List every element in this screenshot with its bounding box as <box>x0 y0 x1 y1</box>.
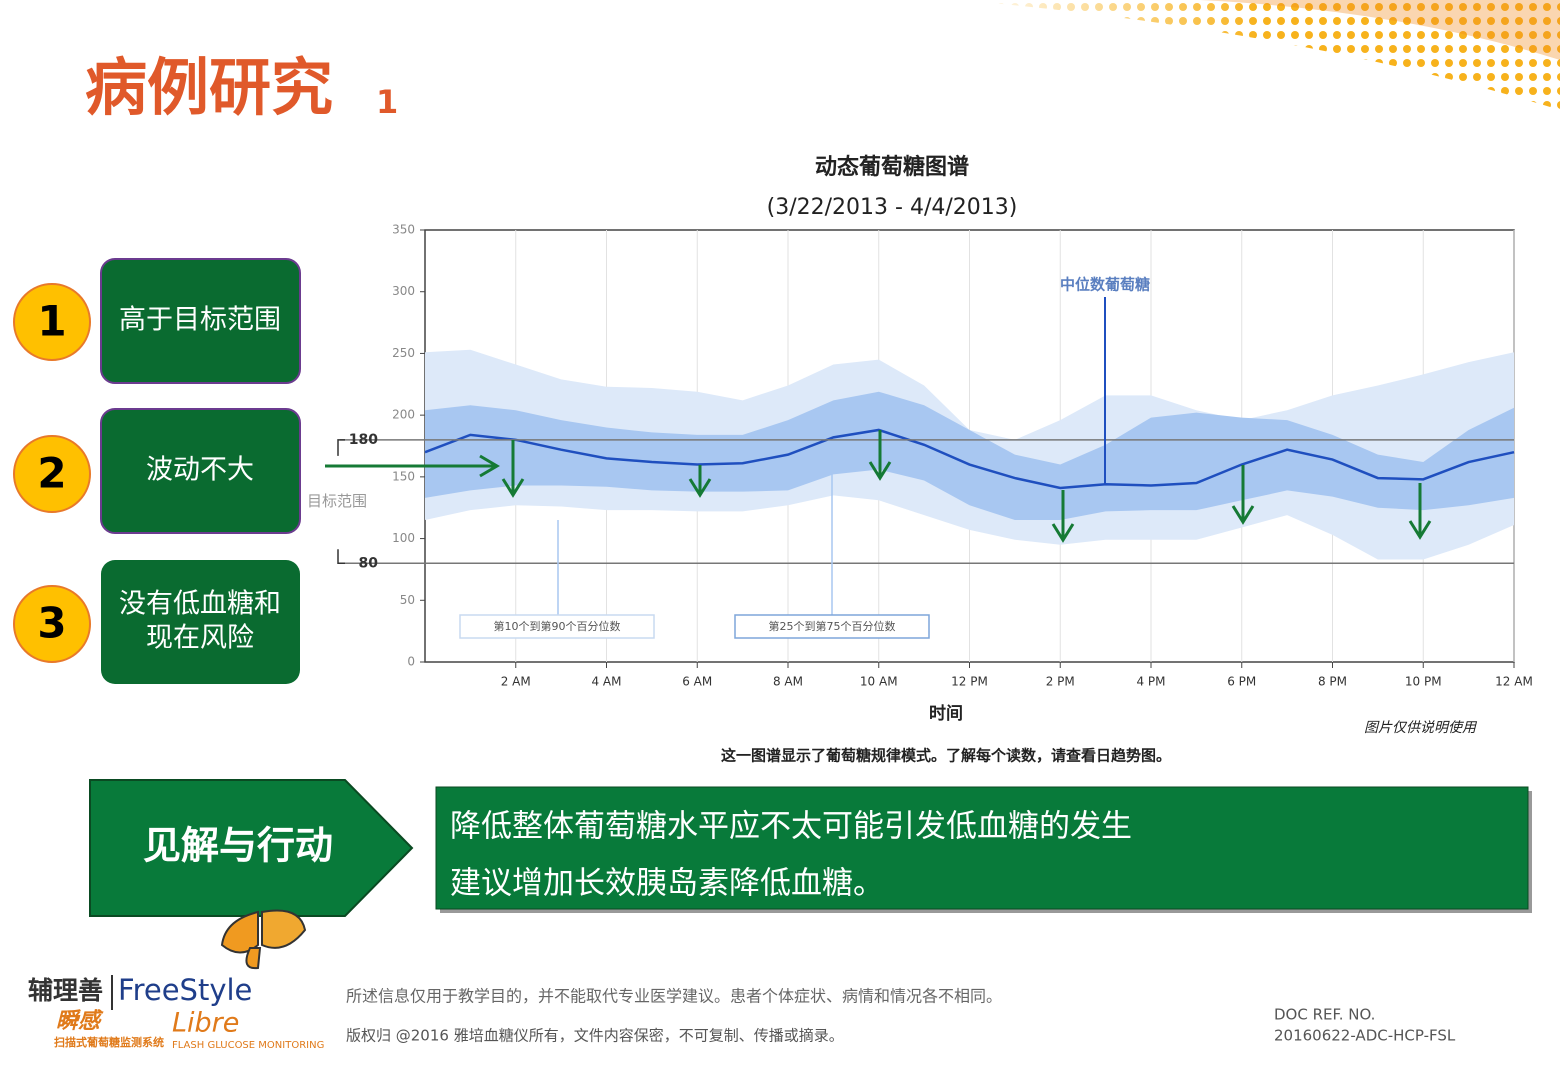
item-badge <box>13 283 91 361</box>
annotation-arrow <box>1231 465 1255 525</box>
x-tick-label: 4 PM <box>1136 675 1165 689</box>
annotation-arrow <box>868 430 892 481</box>
target-low-label: 80 <box>359 555 379 571</box>
x-tick-label: 10 PM <box>1405 675 1442 689</box>
logo-product-cn: 瞬感 <box>56 1009 104 1034</box>
chart: 动态葡萄糖图谱 (3/22/2013 - 4/4/2013) 时间 这一图谱显示… <box>307 154 1533 765</box>
target-label: 目标范围 <box>307 492 367 510</box>
item-box <box>100 408 301 534</box>
annotation-arrow <box>1051 490 1075 543</box>
y-tick-label: 0 <box>407 655 415 669</box>
legend-label: 第25个到第75个百分位数 <box>769 619 896 633</box>
title-note: 1 <box>376 83 398 121</box>
y-tick-label: 50 <box>400 593 415 607</box>
chart-title: 动态葡萄糖图谱 <box>815 154 969 180</box>
doc-ref-label: DOC REF. NO. <box>1274 1006 1375 1024</box>
y-tick-label: 200 <box>392 408 415 422</box>
logo-tagline: FLASH GLUCOSE MONITORING <box>172 1040 324 1051</box>
item-number: 2 <box>37 449 66 498</box>
x-tick-label: 6 PM <box>1227 675 1256 689</box>
x-tick-label: 6 AM <box>682 675 712 689</box>
y-tick-label: 250 <box>392 346 415 360</box>
y-tick-label: 300 <box>392 284 415 298</box>
insight-line: 建议增加长效胰岛素降低血糖。 <box>450 866 884 902</box>
insight-line: 降低整体葡萄糖水平应不太可能引发低血糖的发生 <box>450 809 1132 845</box>
logo-tagline-cn: 扫描式葡萄糖监测系统 <box>54 1035 164 1049</box>
insight: 见解与行动 降低整体葡萄糖水平应不太可能引发低血糖的发生 建议增加长效胰岛素降低… <box>89 779 1532 970</box>
x-tick-label: 12 PM <box>951 675 988 689</box>
item-text: 高于目标范围 <box>119 305 281 336</box>
median-line <box>424 428 1515 490</box>
annotation-arrow <box>1408 483 1432 540</box>
slide-title: 病例研究 <box>85 51 333 124</box>
insight-label: 见解与行动 <box>143 824 333 868</box>
decor-dots <box>1200 0 1560 60</box>
target-bracket <box>337 439 345 565</box>
logo-brand-cn: 辅理善 <box>28 976 103 1005</box>
footer: 辅理善 FreeStyle 瞬感 Libre 扫描式葡萄糖监测系统 FLASH … <box>28 973 1456 1051</box>
y-tick-label: 350 <box>392 223 415 237</box>
chart-note: 图片仅供说明使用 <box>1364 720 1478 736</box>
item-badge <box>13 435 91 513</box>
target-high-label: 180 <box>349 432 378 448</box>
item-text: 波动不大 <box>146 455 254 486</box>
legend-label: 第10个到第90个百分位数 <box>494 619 621 633</box>
legend-box <box>734 614 930 639</box>
x-tick-label: 2 AM <box>501 675 531 689</box>
annotation-arrow <box>501 440 525 498</box>
item-badge <box>13 585 91 663</box>
item-number: 1 <box>37 297 66 346</box>
doc-ref: 20160622-ADC-HCP-FSL <box>1274 1027 1456 1045</box>
insight-box <box>435 786 1529 910</box>
x-tick-label: 8 PM <box>1318 675 1347 689</box>
x-tick-label: 12 AM <box>1495 675 1533 689</box>
legend-label: 中位数葡萄糖 <box>1060 276 1150 294</box>
x-tick-label: 10 AM <box>860 675 898 689</box>
y-tick-label: 150 <box>392 469 415 483</box>
butterfly <box>220 909 307 970</box>
disclaimer: 所述信息仅用于教学目的，并不能取代专业医学建议。患者个体症状、病情和情况各不相同… <box>346 987 1002 1006</box>
chart-caption: 这一图谱显示了葡萄糖规律模式。了解每个读数，请查看日趋势图。 <box>721 747 1171 765</box>
insight-arrow <box>89 779 414 917</box>
items: 1 高于目标范围 2 波动不大 3 没有低血糖和 现在风险 <box>13 258 301 684</box>
logo-product: Libre <box>172 1008 239 1039</box>
x-tick-label: 8 AM <box>773 675 803 689</box>
item-number: 3 <box>37 599 66 648</box>
copyright: 版权归 @2016 雅培血糖仪所有，文件内容保密，不可复制、传播或摘录。 <box>346 1027 844 1045</box>
logo-brand: FreeStyle <box>118 973 252 1007</box>
x-tick-label: 2 PM <box>1046 675 1075 689</box>
x-axis-label: 时间 <box>929 703 963 724</box>
item-box <box>100 258 301 384</box>
chart-subtitle: (3/22/2013 - 4/4/2013) <box>767 195 1018 220</box>
item-box <box>101 560 300 684</box>
x-tick-label: 4 AM <box>591 675 621 689</box>
annotation-arrow <box>688 465 712 498</box>
y-tick-label: 100 <box>392 531 415 545</box>
legend-box <box>459 614 655 639</box>
item-text: 现在风险 <box>146 623 254 654</box>
decor-fade <box>960 0 1260 110</box>
item-text: 没有低血糖和 <box>119 589 281 620</box>
decor-dots <box>960 0 1560 110</box>
annotation-arrow <box>325 454 500 478</box>
